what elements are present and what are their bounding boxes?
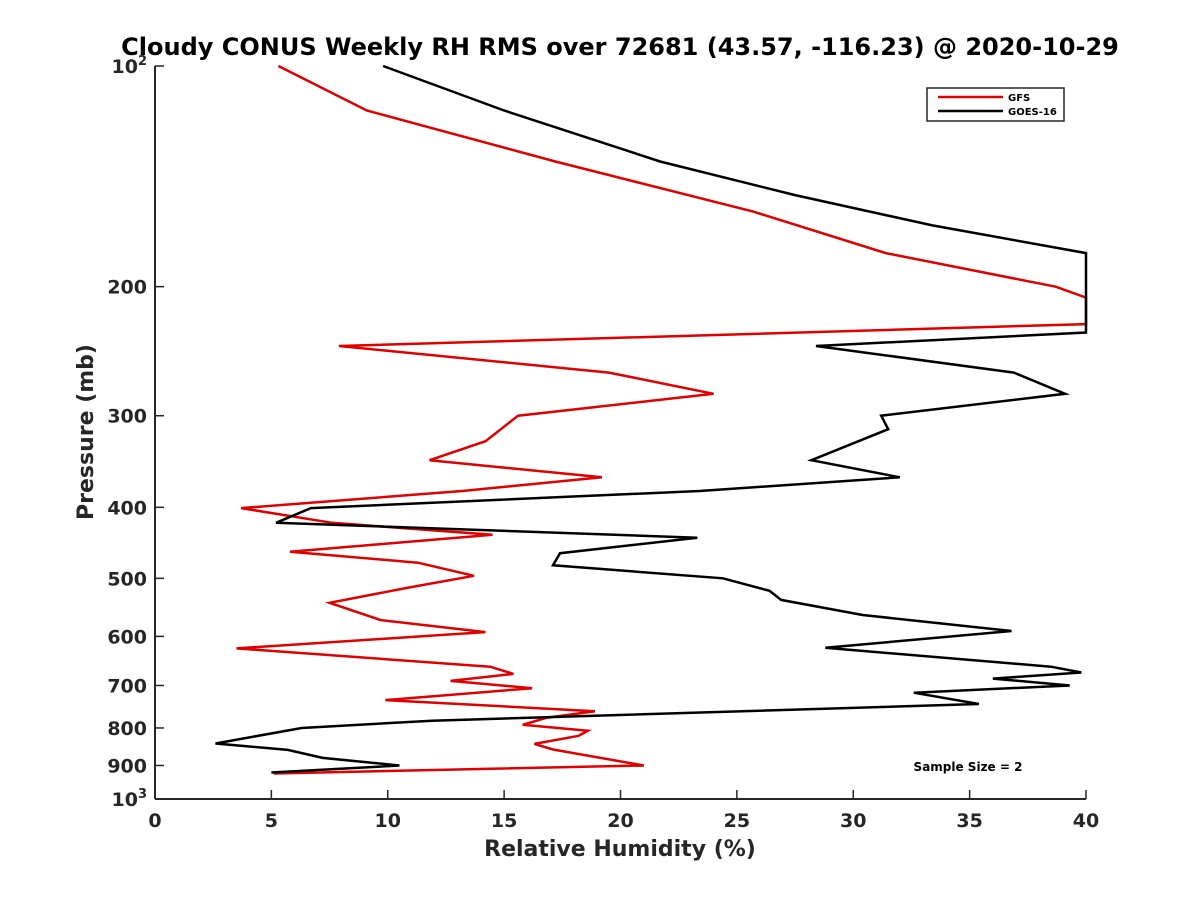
y-tick-label: 700 <box>107 675 147 697</box>
x-axis-label: Relative Humidity (%) <box>484 837 756 862</box>
y-tick-label: 400 <box>107 497 147 519</box>
x-tick-label: 5 <box>265 810 278 832</box>
series-line-gfs <box>236 64 1088 775</box>
sample-size-annotation: Sample Size = 2 <box>914 760 1023 774</box>
y-tick-label: 300 <box>107 406 147 428</box>
legend-label-gfs: GFS <box>1008 93 1030 104</box>
x-tick-label: 15 <box>491 810 517 832</box>
y-tick-label: 800 <box>107 718 147 740</box>
series-line-goes16 <box>215 64 1088 774</box>
x-ticks: 0 5 10 15 20 25 30 35 40 <box>148 790 1099 832</box>
axes <box>154 66 1086 800</box>
legend-box <box>926 87 1065 122</box>
x-tick-label: 0 <box>148 810 161 832</box>
y-tick-label: 103 <box>112 787 148 811</box>
x-tick-label: 20 <box>607 810 633 832</box>
y-ticks: 102 200 300 400 500 600 700 800 900 103 <box>107 54 164 811</box>
x-tick-label: 40 <box>1073 810 1099 832</box>
x-tick-label: 30 <box>840 810 866 832</box>
y-tick-label: 500 <box>107 568 147 590</box>
y-tick-label: 102 <box>112 54 148 78</box>
y-axis-label: Pressure (mb) <box>74 344 99 520</box>
y-tick-label: 600 <box>107 626 147 648</box>
legend: GFS GOES-16 <box>926 87 1065 122</box>
y-tick-label: 200 <box>107 277 147 299</box>
series-lines <box>215 64 1088 775</box>
x-tick-label: 35 <box>956 810 982 832</box>
x-tick-label: 10 <box>375 810 401 832</box>
chart-title: Cloudy CONUS Weekly RH RMS over 72681 (4… <box>121 33 1119 61</box>
y-tick-label: 900 <box>107 755 147 777</box>
legend-label-goes16: GOES-16 <box>1008 107 1057 118</box>
x-tick-label: 25 <box>724 810 750 832</box>
